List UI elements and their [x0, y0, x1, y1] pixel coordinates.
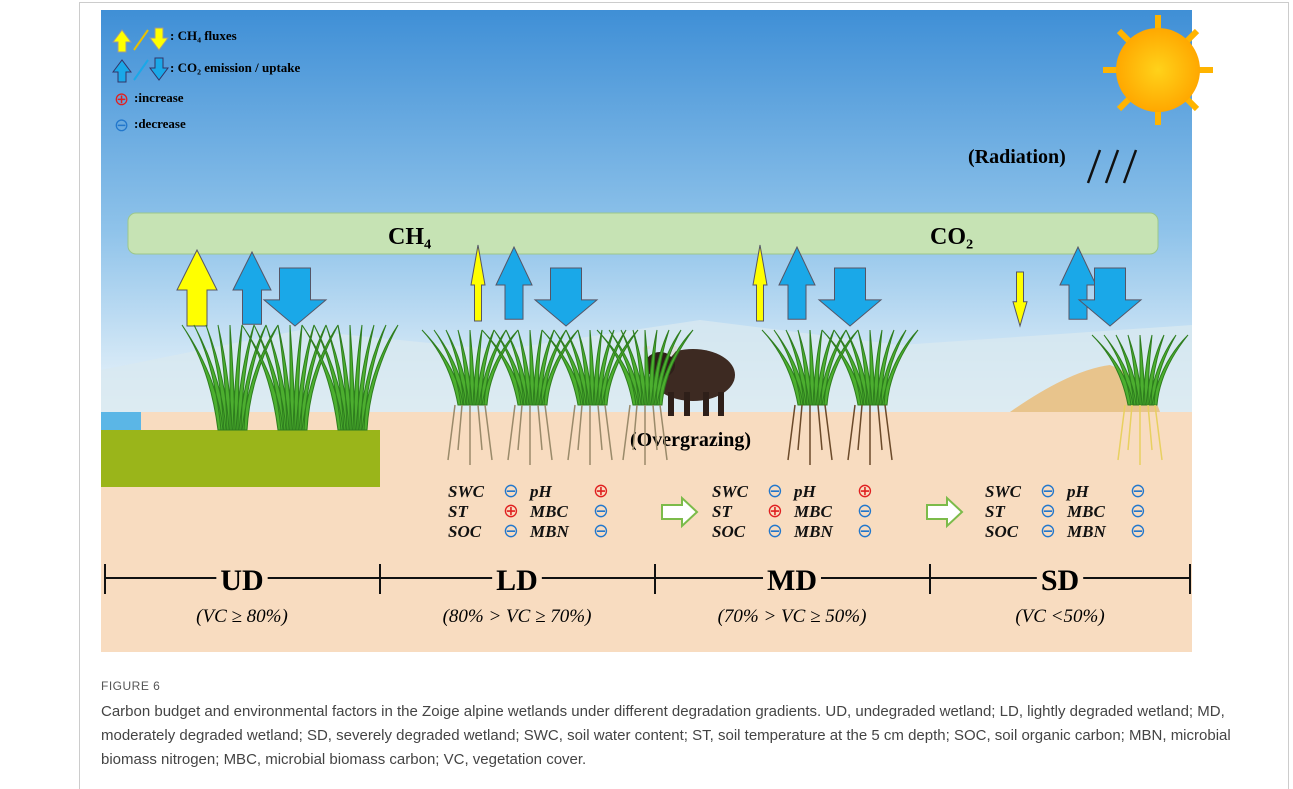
zone-range: (70% > VC ≥ 50%): [718, 606, 867, 627]
legend-label: : CO₂ emission / uptake: [170, 60, 301, 75]
factor-label: SOC: [985, 522, 1019, 541]
factor-label: SWC: [985, 482, 1022, 501]
grass: [596, 329, 694, 406]
factor-label: MBN: [529, 522, 569, 541]
zone-code-bg: [763, 566, 821, 590]
factor-sign: ⊖: [593, 500, 609, 522]
grass: [541, 329, 639, 406]
factor-sign: ⊖: [1040, 500, 1056, 522]
factor-label: SWC: [712, 482, 749, 501]
factor-sign: ⊖: [503, 480, 519, 502]
factor-sign: ⊖: [503, 520, 519, 542]
band-label: CO₂: [930, 224, 973, 250]
factor-sign: ⊖: [857, 520, 873, 542]
factor-label: pH: [528, 482, 553, 501]
radiation-arrows: [1086, 149, 1138, 184]
gas-band: [127, 212, 1159, 255]
factor-sign: ⊖: [1040, 520, 1056, 542]
roots: [847, 404, 893, 465]
factor-label: ST: [712, 502, 732, 521]
legend-icons: [112, 27, 169, 83]
legend-label: :decrease: [134, 116, 186, 131]
zone-code: SD: [1041, 564, 1079, 597]
vegetation-and-arrows: [176, 244, 1189, 465]
roots: [787, 404, 833, 465]
factor-label: MBC: [529, 502, 568, 521]
factor-sign: ⊖: [767, 480, 783, 502]
zone-range: (VC ≥ 80%): [196, 606, 288, 627]
zone-code: MD: [767, 564, 817, 597]
flux-arrow: [232, 250, 272, 325]
factor-sign: ⊖: [1130, 500, 1146, 522]
factor-sign: ⊕: [593, 480, 609, 502]
factor-label: ST: [448, 502, 468, 521]
caption-text: Carbon budget and environmental factors …: [101, 703, 1231, 768]
factor-sign: ⊖: [767, 520, 783, 542]
legend-icon: ⊕: [114, 89, 129, 109]
zone-range: (VC <50%): [1015, 606, 1104, 627]
roots: [622, 404, 668, 465]
factor-sign: ⊕: [857, 480, 873, 502]
flux-arrow: [262, 267, 328, 327]
factor-sign: ⊕: [503, 500, 519, 522]
factor-sign: ⊕: [767, 500, 783, 522]
roots: [447, 404, 493, 465]
legend-label: :increase: [134, 90, 184, 105]
factor-label: MBN: [793, 522, 833, 541]
wetland-soil: [101, 430, 380, 487]
factor-label: pH: [792, 482, 817, 501]
roots: [567, 404, 613, 465]
grass: [821, 329, 919, 406]
zone-code: UD: [220, 564, 263, 597]
grass: [301, 324, 399, 431]
factor-sign: ⊖: [1040, 480, 1056, 502]
flux-arrow: [176, 248, 218, 327]
zone-scale: [104, 564, 1191, 594]
zone-code-bg: [492, 566, 542, 590]
legend-icon: ⊖: [114, 115, 129, 135]
flux-arrow: [1077, 267, 1143, 327]
factor-label: MBN: [1066, 522, 1106, 541]
factor-label: MBC: [793, 502, 832, 521]
roots: [1117, 404, 1163, 465]
legend-label: : CH₄ fluxes: [170, 28, 237, 43]
figure-frame: [79, 2, 1289, 789]
zone-code-bg: [1036, 566, 1084, 590]
factor-label: SOC: [448, 522, 482, 541]
radiation-label: (Radiation): [968, 146, 1066, 168]
flux-arrow: [752, 244, 768, 322]
caption-label: FIGURE 6: [101, 679, 161, 693]
factor-sign: ⊖: [593, 520, 609, 542]
factor-label: ST: [985, 502, 1005, 521]
flux-arrow: [1012, 271, 1028, 328]
transition-arrow: [661, 495, 699, 529]
transition-arrow: [926, 495, 964, 529]
flux-arrow: [470, 244, 486, 322]
sun: [1103, 15, 1213, 125]
zone-code: LD: [496, 564, 538, 597]
zone-range: (80% > VC ≥ 70%): [443, 606, 592, 627]
roots: [507, 404, 553, 465]
factor-sign: ⊖: [1130, 480, 1146, 502]
factor-label: MBC: [1066, 502, 1105, 521]
flux-arrow: [778, 245, 816, 320]
factor-sign: ⊖: [857, 500, 873, 522]
overgrazing-label: (Overgrazing): [630, 429, 751, 451]
factor-label: SOC: [712, 522, 746, 541]
factor-sign: ⊖: [1130, 520, 1146, 542]
flux-arrow: [817, 267, 883, 327]
figure: (Radiation) CH₄ CO₂ : CH₄ fluxes : CO₂ e…: [101, 10, 1213, 652]
factor-label: SWC: [448, 482, 485, 501]
flux-arrow: [533, 267, 599, 327]
flux-arrow: [495, 245, 533, 320]
factor-label: pH: [1065, 482, 1090, 501]
zone-code-bg: [216, 566, 268, 590]
grass: [1091, 334, 1189, 406]
band-label: CH₄: [388, 224, 431, 250]
